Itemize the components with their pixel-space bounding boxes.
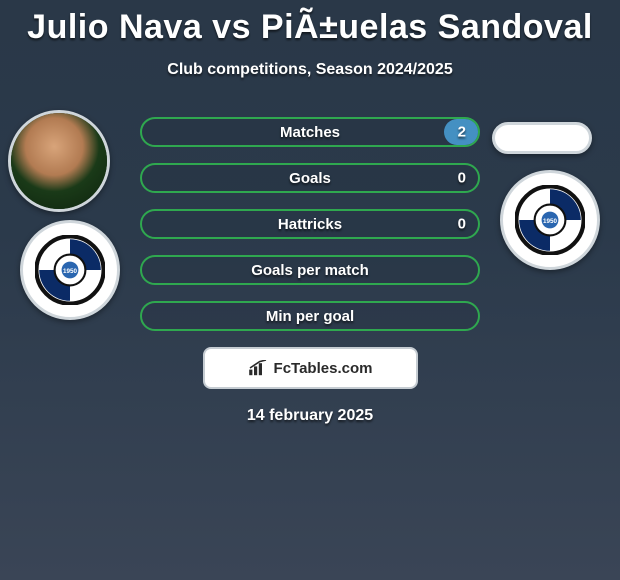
brand-pill[interactable]: FcTables.com bbox=[203, 347, 418, 389]
subtitle: Club competitions, Season 2024/2025 bbox=[0, 61, 620, 79]
date-label: 14 february 2025 bbox=[0, 407, 620, 425]
stats-container: Matches 2 Goals 0 Hattricks 0 Goals per match M… bbox=[140, 117, 480, 331]
stat-label: Goals per match bbox=[251, 262, 369, 279]
player1-photo bbox=[8, 110, 110, 212]
face-placeholder bbox=[11, 113, 107, 209]
queretaro-logo-icon: 1950 bbox=[515, 185, 585, 255]
stat-value-right: 2 bbox=[458, 124, 466, 141]
stat-row: Matches 2 bbox=[140, 117, 480, 147]
player2-photo-placeholder bbox=[492, 122, 592, 154]
stat-label: Matches bbox=[280, 124, 340, 141]
stat-row: Hattricks 0 bbox=[140, 209, 480, 239]
queretaro-logo-icon: 1950 bbox=[35, 235, 105, 305]
brand-label: FcTables.com bbox=[274, 360, 373, 377]
page-title: Julio Nava vs PiÃ±uelas Sandoval bbox=[0, 0, 620, 47]
player1-club-logo: 1950 bbox=[20, 220, 120, 320]
stat-label: Hattricks bbox=[278, 216, 342, 233]
stat-row: Goals per match bbox=[140, 255, 480, 285]
stat-value-right: 0 bbox=[458, 216, 466, 233]
stat-row: Goals 0 bbox=[140, 163, 480, 193]
svg-text:1950: 1950 bbox=[543, 218, 558, 225]
stat-row: Min per goal bbox=[140, 301, 480, 331]
stat-label: Goals bbox=[289, 170, 331, 187]
stat-value-right: 0 bbox=[458, 170, 466, 187]
stat-label: Min per goal bbox=[266, 308, 354, 325]
chart-icon bbox=[248, 360, 268, 376]
svg-text:1950: 1950 bbox=[63, 268, 78, 275]
player2-club-logo: 1950 bbox=[500, 170, 600, 270]
